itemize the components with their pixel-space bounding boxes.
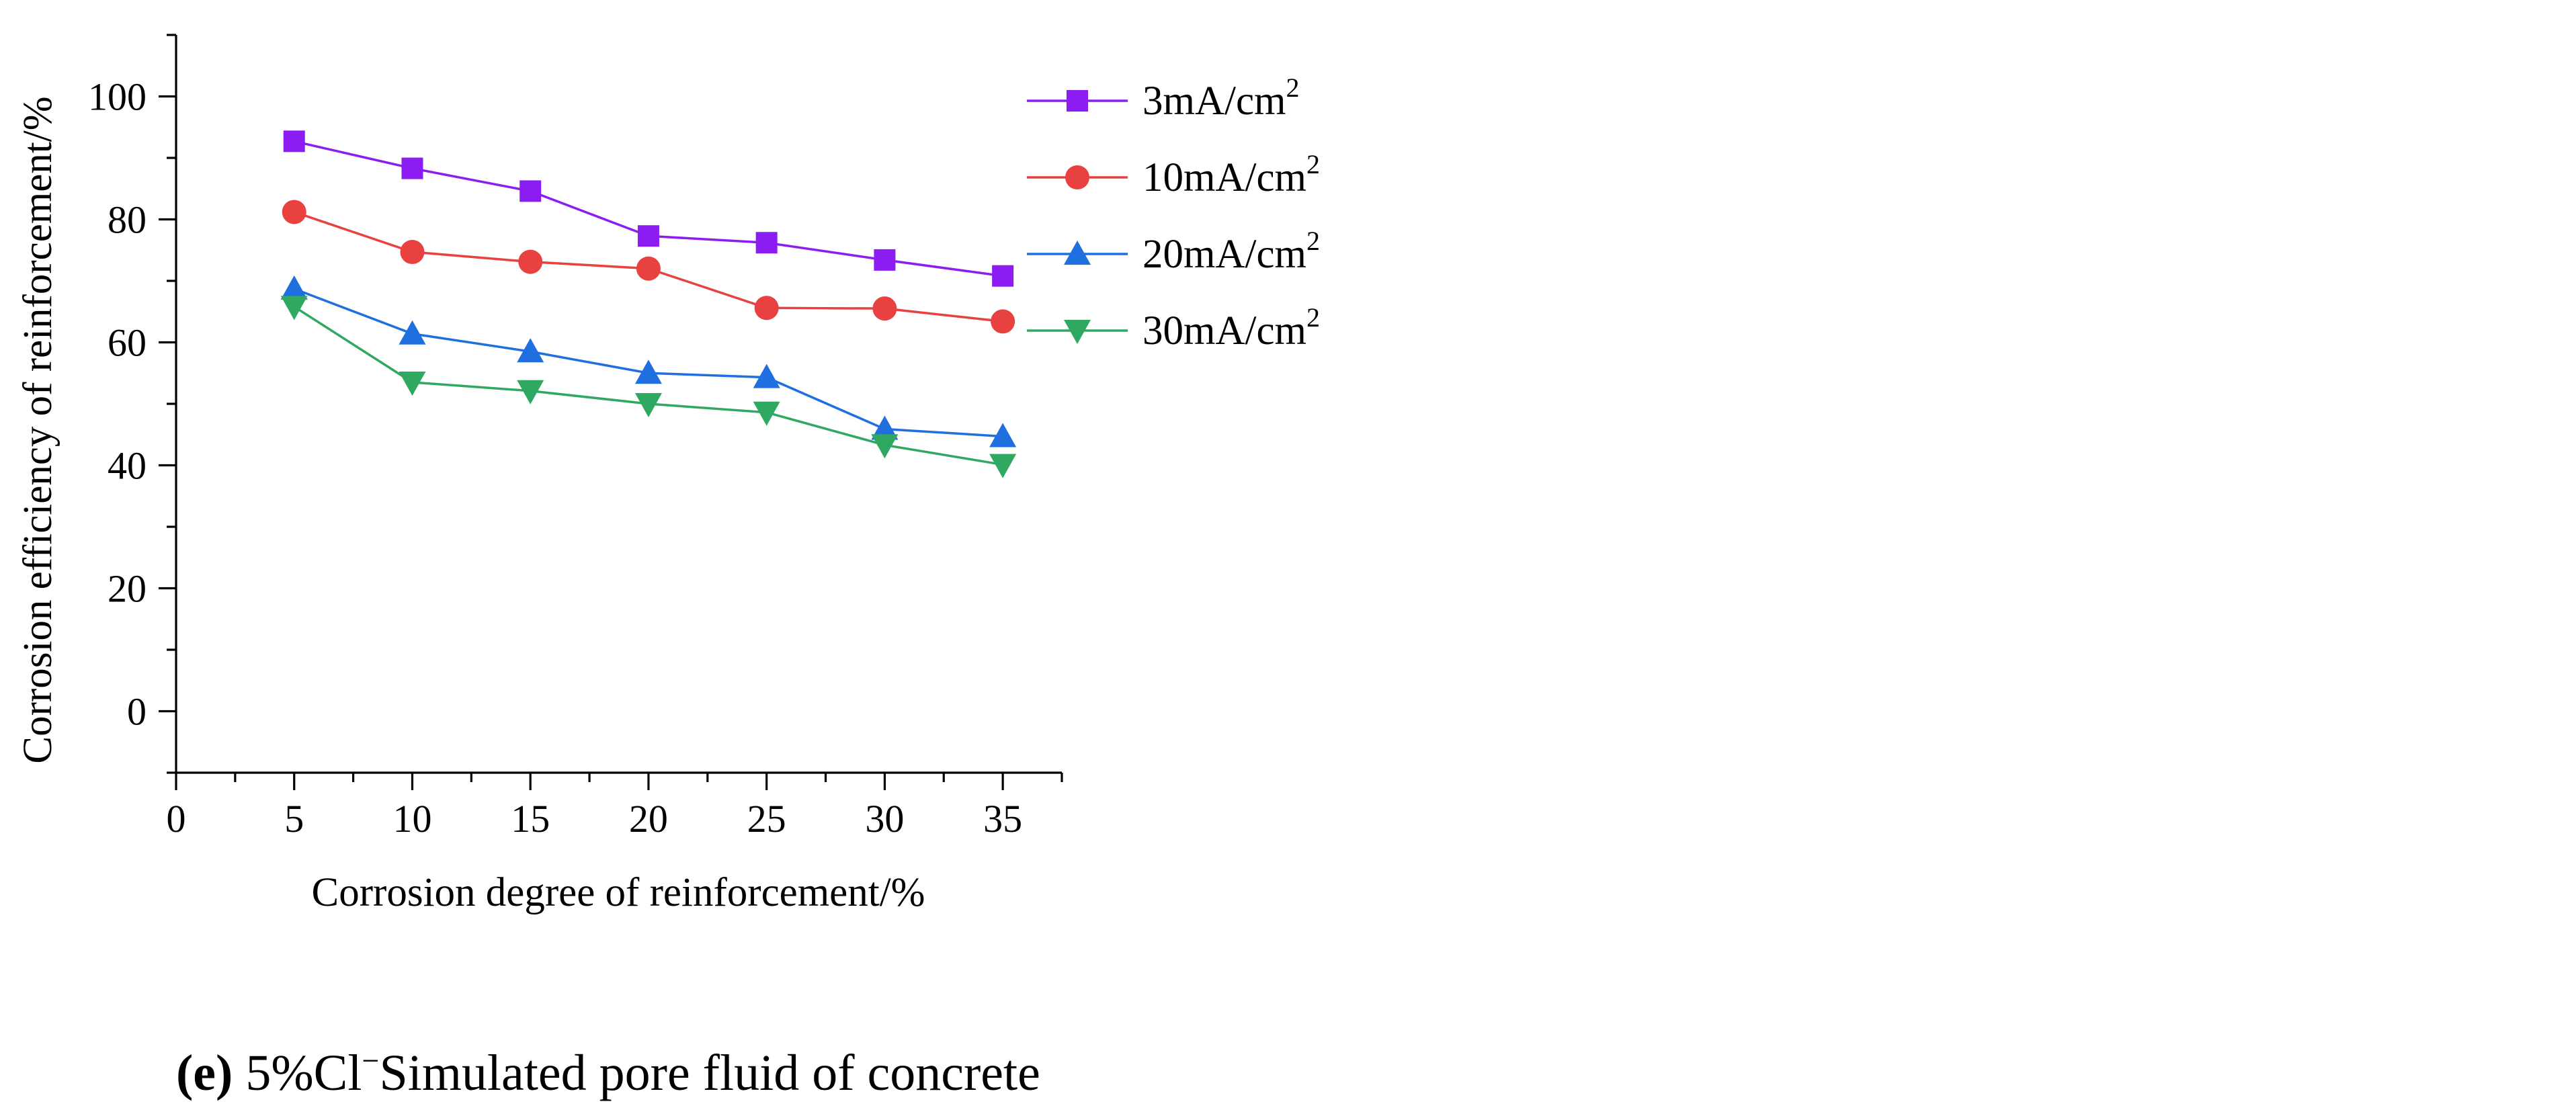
data-point [517, 338, 544, 363]
legend-marker [1064, 241, 1091, 265]
series-line [294, 140, 1003, 278]
data-point [634, 359, 662, 384]
data-point [753, 364, 780, 388]
x-tick-label: 30 [865, 797, 904, 841]
legend-label: 10mA/cm2 [1142, 149, 1320, 200]
data-point [280, 275, 308, 300]
data-point [989, 454, 1017, 478]
x-tick-label: 0 [167, 797, 186, 841]
legend-entry: 3mA/cm2 [1027, 73, 1299, 124]
legend-marker [1065, 165, 1089, 189]
data-point [520, 180, 542, 202]
legend-label-superscript: 2 [1306, 226, 1320, 256]
legend-label-text: 10mA/cm [1142, 155, 1306, 200]
legend-label-superscript: 2 [1306, 149, 1320, 179]
data-point [636, 256, 661, 281]
y-tick-label: 20 [108, 567, 147, 611]
legend-label-text: 20mA/cm [1142, 232, 1306, 277]
legend-label-text: 3mA/cm [1142, 79, 1286, 124]
data-point [871, 415, 899, 440]
chart-series [280, 130, 1017, 478]
data-point [634, 393, 662, 417]
x-axis-title: Corrosion degree of reinforcement/% [312, 870, 925, 915]
data-point [753, 401, 780, 426]
caption-label: (e) [176, 1045, 233, 1101]
data-point [283, 130, 305, 153]
figure-caption: (e) 5%Cl−Simulated pore fluid of concret… [176, 1045, 1040, 1099]
legend-label-superscript: 2 [1306, 302, 1320, 333]
legend-label: 3mA/cm2 [1142, 73, 1299, 124]
data-point [755, 232, 778, 254]
series-3 [280, 275, 1017, 447]
data-point [991, 309, 1015, 334]
legend-marker [1067, 90, 1088, 112]
y-tick-label: 80 [108, 198, 147, 242]
legend-label-text: 30mA/cm [1142, 308, 1306, 353]
series-2 [282, 200, 1015, 334]
data-point [399, 320, 426, 345]
data-point [518, 249, 543, 274]
data-point [992, 265, 1014, 287]
legend-entry: 30mA/cm2 [1027, 302, 1320, 353]
y-tick-label: 0 [127, 690, 147, 734]
legend-label-superscript: 2 [1286, 73, 1299, 103]
data-point [280, 296, 308, 321]
caption-superscript: − [362, 1043, 380, 1078]
caption-suffix: Simulated pore fluid of concrete [379, 1045, 1040, 1101]
y-axis-title: Corrosion efficiency of reinforcement/% [15, 96, 60, 763]
data-point [637, 225, 659, 247]
data-point [399, 371, 426, 396]
chart-axes: 0 5 10 15 20 25 30 35 0 20 40 60 80 100 [88, 34, 1063, 841]
legend-label: 30mA/cm2 [1142, 302, 1320, 353]
legend-entry: 20mA/cm2 [1027, 226, 1320, 277]
series-1 [283, 130, 1014, 287]
x-tick-label: 35 [983, 797, 1022, 841]
series-4 [280, 296, 1017, 478]
x-tick-label: 20 [629, 797, 668, 841]
data-point [872, 296, 897, 321]
data-point [282, 200, 306, 224]
x-tick-label: 15 [511, 797, 550, 841]
data-point [517, 380, 544, 404]
data-point [989, 423, 1017, 447]
legend-label: 20mA/cm2 [1142, 226, 1320, 277]
data-point [400, 239, 425, 264]
data-point [401, 157, 423, 179]
x-tick-label: 5 [284, 797, 304, 841]
legend-marker [1064, 320, 1091, 344]
data-point [871, 434, 899, 459]
x-tick-label: 25 [747, 797, 786, 841]
caption-prefix: 5%Cl [233, 1045, 362, 1101]
y-tick-label: 60 [108, 321, 147, 365]
y-tick-label: 100 [88, 75, 147, 119]
y-tick-label: 40 [108, 444, 147, 488]
legend-entry: 10mA/cm2 [1027, 149, 1320, 200]
data-point [754, 296, 779, 321]
x-tick-label: 10 [392, 797, 431, 841]
data-point [874, 249, 896, 271]
